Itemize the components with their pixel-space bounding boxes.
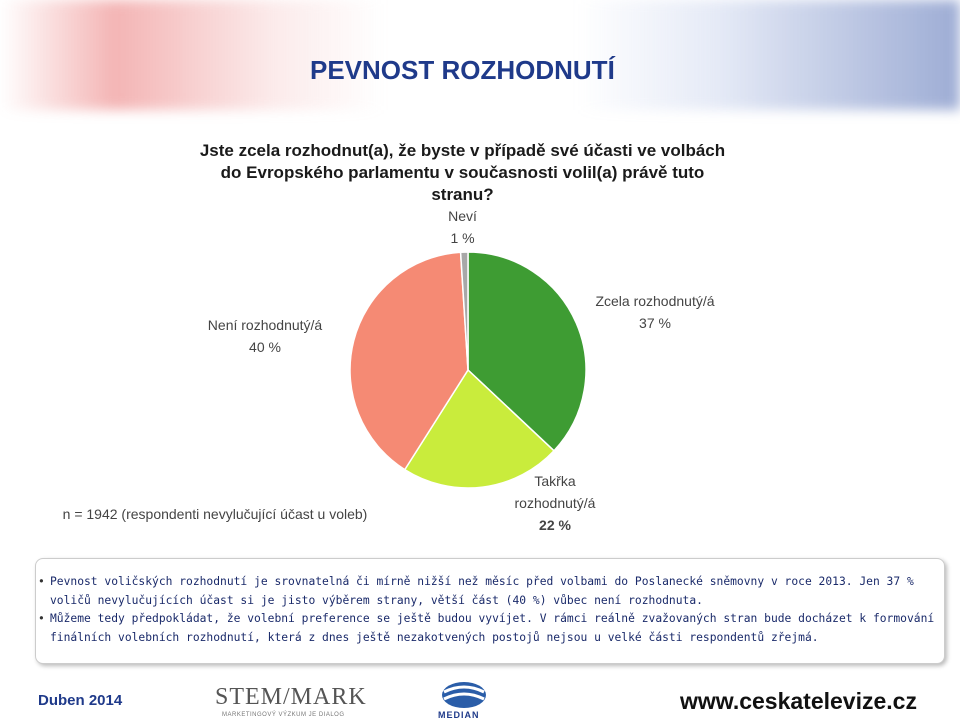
note: Pevnost voličských rozhodnutí je srovnat… (38, 573, 944, 610)
slice-label: Zcela rozhodnutý/á 37 % (585, 290, 725, 334)
value-label: 1 % (450, 230, 475, 246)
decoration (0, 0, 960, 110)
slice-label: Neví 1 % (400, 205, 525, 249)
category-label: Neví (448, 208, 477, 224)
slide-title: PEVNOST ROZHODNUTÍ (310, 55, 615, 85)
footer-date: Duben 2014 (38, 692, 123, 709)
pie-chart (349, 251, 587, 489)
notes-box: Pevnost voličských rozhodnutí je srovnat… (35, 558, 945, 664)
slice-label: Takřka rozhodnutý/á 22 % (505, 470, 605, 536)
category-label: Není rozhodnutý/á (207, 317, 323, 333)
footer-url: www.ceskatelevize.cz (680, 688, 917, 714)
pie-slice (467, 251, 587, 452)
value-label: 40 % (249, 339, 281, 355)
slice-label: Není rozhodnutý/á 40 % (175, 314, 355, 358)
category-label: Zcela rozhodnutý/á (595, 293, 715, 309)
value-label: 37 % (639, 315, 671, 331)
logo-median: MEDIAN (438, 710, 480, 720)
notes-list: Pevnost voličských rozhodnutí je srovnat… (36, 573, 944, 647)
value-label: 22 % (539, 517, 571, 533)
category-label: Takřka rozhodnutý/á (514, 473, 596, 511)
note: Můžeme tedy předpokládat, že volební pre… (38, 610, 944, 647)
logo-median-icon (442, 682, 486, 708)
logo-tagline: MARKETINGOVÝ VÝZKUM JE DIALOG (222, 712, 345, 718)
pie-slice (459, 251, 469, 371)
question: Jste zcela rozhodnut(a), že byste v příp… (199, 141, 726, 204)
logo-stemmark: STEM/MARK (215, 684, 367, 710)
pie-slice (403, 368, 556, 489)
annotation: n = 1942 (respondenti nevylučující účast… (62, 506, 368, 522)
pie-slice (349, 251, 469, 471)
